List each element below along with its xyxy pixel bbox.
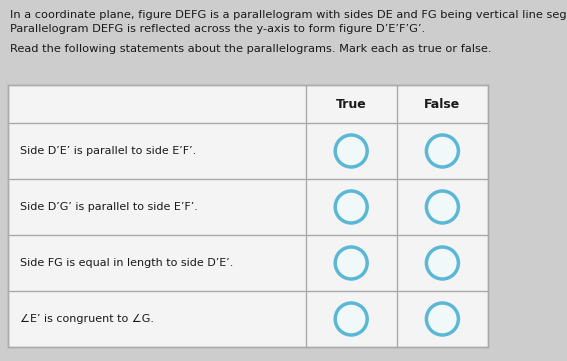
Text: Side D’E’ is parallel to side E’F’.: Side D’E’ is parallel to side E’F’. [20, 146, 196, 156]
Circle shape [335, 303, 367, 335]
Text: True: True [336, 97, 367, 110]
Circle shape [335, 191, 367, 223]
Circle shape [426, 191, 458, 223]
Text: ∠E’ is congruent to ∠G.: ∠E’ is congruent to ∠G. [20, 314, 154, 324]
Circle shape [426, 247, 458, 279]
Text: False: False [424, 97, 460, 110]
Text: Parallelogram DEFG is reflected across the y-axis to form figure D’E’F’G’.: Parallelogram DEFG is reflected across t… [10, 23, 425, 34]
Text: In a coordinate plane, figure DEFG is a parallelogram with sides DE and FG being: In a coordinate plane, figure DEFG is a … [10, 10, 567, 20]
Bar [8, 85, 488, 347]
Text: Side FG is equal in length to side D’E’.: Side FG is equal in length to side D’E’. [20, 258, 234, 268]
Circle shape [426, 135, 458, 167]
Circle shape [426, 303, 458, 335]
Text: Read the following statements about the parallelograms. Mark each as true or fal: Read the following statements about the … [10, 44, 492, 54]
Circle shape [335, 135, 367, 167]
Text: Side D’G’ is parallel to side E’F’.: Side D’G’ is parallel to side E’F’. [20, 202, 198, 212]
Circle shape [335, 247, 367, 279]
